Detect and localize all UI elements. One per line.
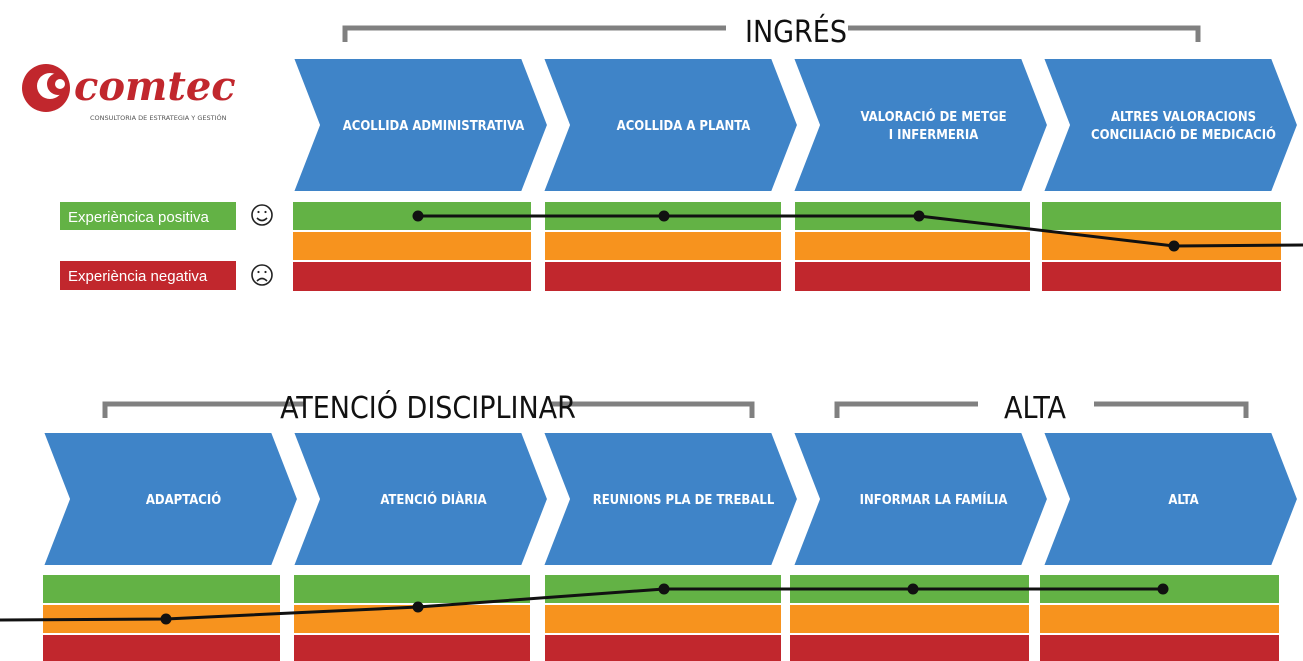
step-label: ALTA xyxy=(1168,493,1198,508)
negative-band xyxy=(795,262,1030,291)
experience-bands xyxy=(43,575,1279,661)
step-label: VALORACIÓ DE METGE xyxy=(860,109,1006,125)
legend-positive-swatch xyxy=(60,202,236,230)
experience-curve xyxy=(0,583,1169,625)
experience-point xyxy=(412,601,424,613)
phase-title: INGRÉS xyxy=(745,14,847,50)
step-chevron xyxy=(541,431,800,567)
step-chevron xyxy=(541,57,800,193)
experience-point xyxy=(412,210,424,222)
logo-tagline: CONSULTORIA DE ESTRATEGIA Y GESTIÓN xyxy=(90,113,227,122)
process-step: ACOLLIDA ADMINISTRATIVA xyxy=(291,57,550,193)
neutral-band xyxy=(545,232,781,260)
step-chevron xyxy=(791,57,1050,193)
phase-bracket: ATENCIÓ DISCIPLINAR xyxy=(102,389,755,426)
step-label: REUNIONS PLA DE TREBALL xyxy=(593,493,775,508)
legend: Experièncica positiva Experiència negati… xyxy=(60,202,273,290)
step-label: ADAPTACIÓ xyxy=(146,492,221,508)
positive-band xyxy=(43,575,280,603)
legend-positive-label: Experièncica positiva xyxy=(68,209,210,226)
neutral-band xyxy=(1040,605,1279,633)
step-label: ACOLLIDA ADMINISTRATIVA xyxy=(343,119,525,134)
negative-band xyxy=(545,635,781,661)
experience-point xyxy=(658,210,670,222)
process-step: ALTRES VALORACIONS CONCILIACIÓ DE MEDICAC… xyxy=(1041,57,1300,193)
step-arrows: ADAPTACIÓ ATENCIÓ DIÀRIA REUNIONS PLA DE T… xyxy=(41,431,1300,567)
step-chevron xyxy=(41,431,300,567)
phase-bracket: ALTA xyxy=(834,391,1249,426)
process-step: ACOLLIDA A PLANTA xyxy=(541,57,800,193)
logo-brand: comtec xyxy=(74,63,236,110)
process-step: VALORACIÓ DE METGE I INFERMERIA xyxy=(791,57,1050,193)
neutral-band xyxy=(545,605,781,633)
phase-brackets: INGRÉS xyxy=(342,14,1201,50)
negative-band xyxy=(43,635,280,661)
step-label: INFORMAR LA FAMÍLIA xyxy=(860,492,1008,508)
bracket-line xyxy=(834,401,1249,418)
positive-band xyxy=(294,575,530,603)
comtec-logo-icon xyxy=(22,64,70,112)
experience-point xyxy=(1168,240,1180,252)
smiley-face-icon xyxy=(251,204,273,226)
phase-title: ATENCIÓ DISCIPLINAR xyxy=(280,389,576,426)
experience-point xyxy=(658,583,670,595)
phase-title: ALTA xyxy=(1004,391,1067,426)
experience-curve xyxy=(412,210,1303,252)
step-chevron xyxy=(291,57,550,193)
journey-row-care-and-discharge: ATENCIÓ DISCIPLINAR ALTA ADAPTACIÓ ATENCIÓ… xyxy=(0,389,1300,661)
step-chevron xyxy=(791,431,1050,567)
bracket-line xyxy=(342,25,1201,42)
neutral-band xyxy=(294,605,530,633)
step-chevron xyxy=(1041,431,1300,567)
neutral-band xyxy=(293,232,531,260)
step-label: ACOLLIDA A PLANTA xyxy=(617,119,751,134)
negative-band xyxy=(294,635,530,661)
process-step: ALTA xyxy=(1041,431,1300,567)
phase-bracket: INGRÉS xyxy=(342,14,1201,50)
neutral-band xyxy=(795,232,1030,260)
negative-band xyxy=(545,262,781,291)
step-label: ATENCIÓ DIÀRIA xyxy=(380,492,486,508)
experience-point xyxy=(907,583,919,595)
sad-face-icon xyxy=(251,264,273,286)
step-label: ALTRES VALORACIONS xyxy=(1111,110,1256,125)
negative-band xyxy=(1042,262,1281,291)
bracket-line xyxy=(102,401,755,418)
step-chevron xyxy=(1041,57,1300,193)
legend-negative-swatch xyxy=(60,261,236,290)
step-arrows: ACOLLIDA ADMINISTRATIVA ACOLLIDA A PLANTA… xyxy=(291,57,1300,193)
step-chevron xyxy=(291,431,550,567)
negative-band xyxy=(293,262,531,291)
phase-brackets: ATENCIÓ DISCIPLINAR ALTA xyxy=(102,389,1249,426)
process-step: INFORMAR LA FAMÍLIA xyxy=(791,431,1050,567)
process-step: ATENCIÓ DIÀRIA xyxy=(291,431,550,567)
negative-band xyxy=(1040,635,1279,661)
experience-point xyxy=(1157,583,1169,595)
step-label: I INFERMERIA xyxy=(889,128,979,143)
legend-negative-label: Experiència negativa xyxy=(68,268,208,285)
positive-band xyxy=(1042,202,1281,230)
negative-band xyxy=(790,635,1029,661)
journey-row-admission: INGRÉS ACOLLIDA ADMINISTRATIVA ACOLLIDA A… xyxy=(291,14,1303,291)
step-label: CONCILIACIÓ DE MEDICACIÓ xyxy=(1091,127,1276,143)
process-step: ADAPTACIÓ xyxy=(41,431,300,567)
experience-point xyxy=(913,210,925,222)
logo: comtec CONSULTORIA DE ESTRATEGIA Y GESTI… xyxy=(22,63,236,122)
experience-line xyxy=(0,587,1163,622)
experience-point xyxy=(160,613,172,625)
process-step: REUNIONS PLA DE TREBALL xyxy=(541,431,800,567)
neutral-band xyxy=(790,605,1029,633)
